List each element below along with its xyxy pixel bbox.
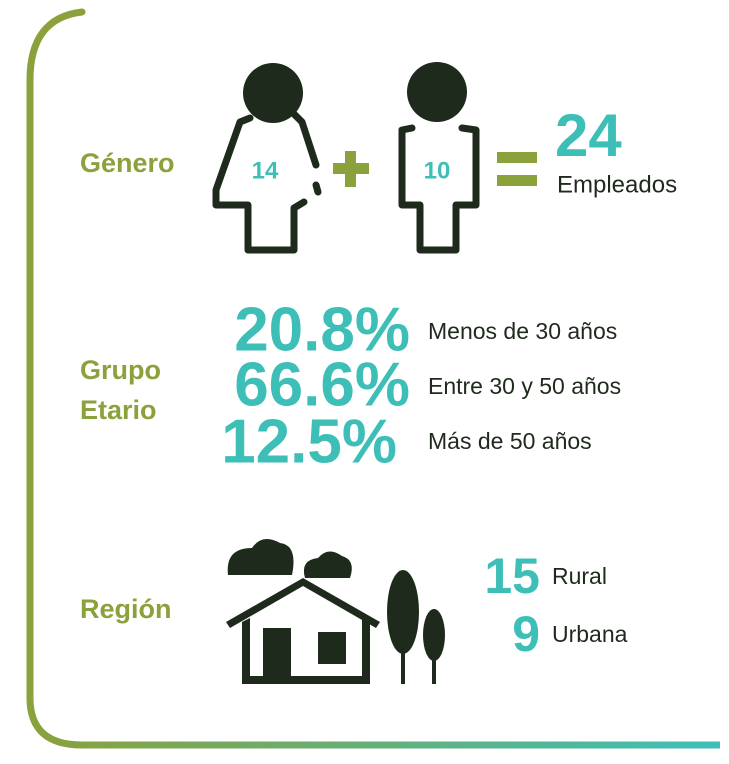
section-label: Grupo (80, 355, 161, 385)
section-label: Etario (80, 395, 157, 425)
equals (497, 152, 537, 186)
region-label: Rural (552, 563, 607, 589)
region-count: 9 (512, 606, 540, 662)
age-label: Más de 50 años (428, 428, 592, 454)
age-percent: 66.6% (234, 350, 410, 419)
man-icon (398, 62, 480, 254)
region-count: 15 (484, 548, 540, 604)
section-label: Género (80, 148, 175, 178)
men-count: 10 (424, 157, 451, 184)
age-label: Menos de 30 años (428, 318, 617, 344)
region-label: Urbana (552, 621, 628, 647)
total-label: Empleados (557, 171, 677, 198)
house-illustration (226, 539, 445, 684)
woman-icon (212, 63, 322, 254)
frame-left (26, 8, 86, 704)
frame-bottom (26, 697, 720, 749)
age-label: Entre 30 y 50 años (428, 373, 621, 399)
age-percent: 20.8% (234, 295, 410, 364)
women-count: 14 (252, 157, 279, 184)
section-label: Región (80, 594, 172, 624)
total: 24 (555, 102, 622, 169)
age-percent: 12.5% (221, 407, 397, 476)
plus (333, 151, 369, 187)
